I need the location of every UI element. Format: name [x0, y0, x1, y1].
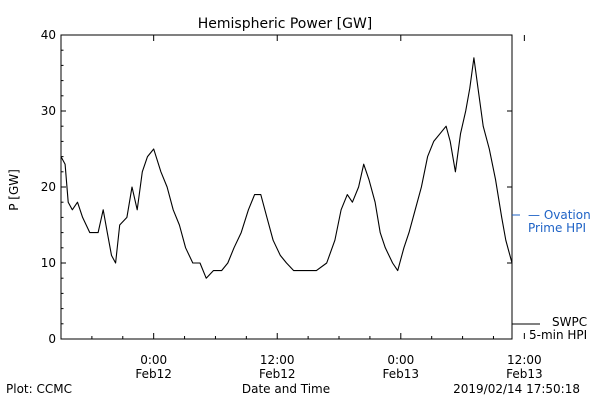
x-tick-date-label: Feb12	[135, 367, 172, 381]
y-tick-label: 30	[41, 104, 56, 118]
x-tick-date-label: Feb13	[383, 367, 420, 381]
y-tick-label: 0	[48, 332, 56, 346]
plot-credit: Plot: CCMC	[6, 382, 72, 396]
chart-title: Hemispheric Power [GW]	[198, 16, 373, 32]
legend-swpc-line2: 5-min HPI	[529, 328, 587, 342]
series-line-0	[60, 57, 513, 279]
x-tick-date-label: Feb13	[506, 367, 543, 381]
legend-ovation-line1: — Ovation	[528, 208, 591, 222]
x-axis: 0:00Feb1212:00Feb120:00Feb1312:00Feb130:…	[60, 35, 543, 381]
x-tick-time-label: 12:00	[260, 353, 295, 367]
x-tick-time-label: 12:00	[507, 353, 542, 367]
y-axis: 0 10 20 30 40	[41, 28, 512, 346]
series-layer	[60, 57, 513, 279]
x-tick-date-label: Feb12	[259, 367, 296, 381]
x-tick-time-label: 0:00	[140, 353, 167, 367]
legend-ovation-line2: Prime HPI	[528, 221, 586, 235]
y-tick-label: 20	[41, 180, 56, 194]
y-tick-label: 10	[41, 256, 56, 270]
plot-frame	[60, 34, 513, 340]
plot-timestamp: 2019/02/14 17:50:18	[453, 382, 580, 396]
y-tick-label: 40	[41, 28, 56, 42]
legend-swpc-line1: SWPC	[552, 315, 587, 329]
y-axis-label: P [GW]	[7, 169, 21, 211]
x-tick-time-label: 0:00	[387, 353, 414, 367]
x-axis-label: Date and Time	[242, 382, 330, 396]
